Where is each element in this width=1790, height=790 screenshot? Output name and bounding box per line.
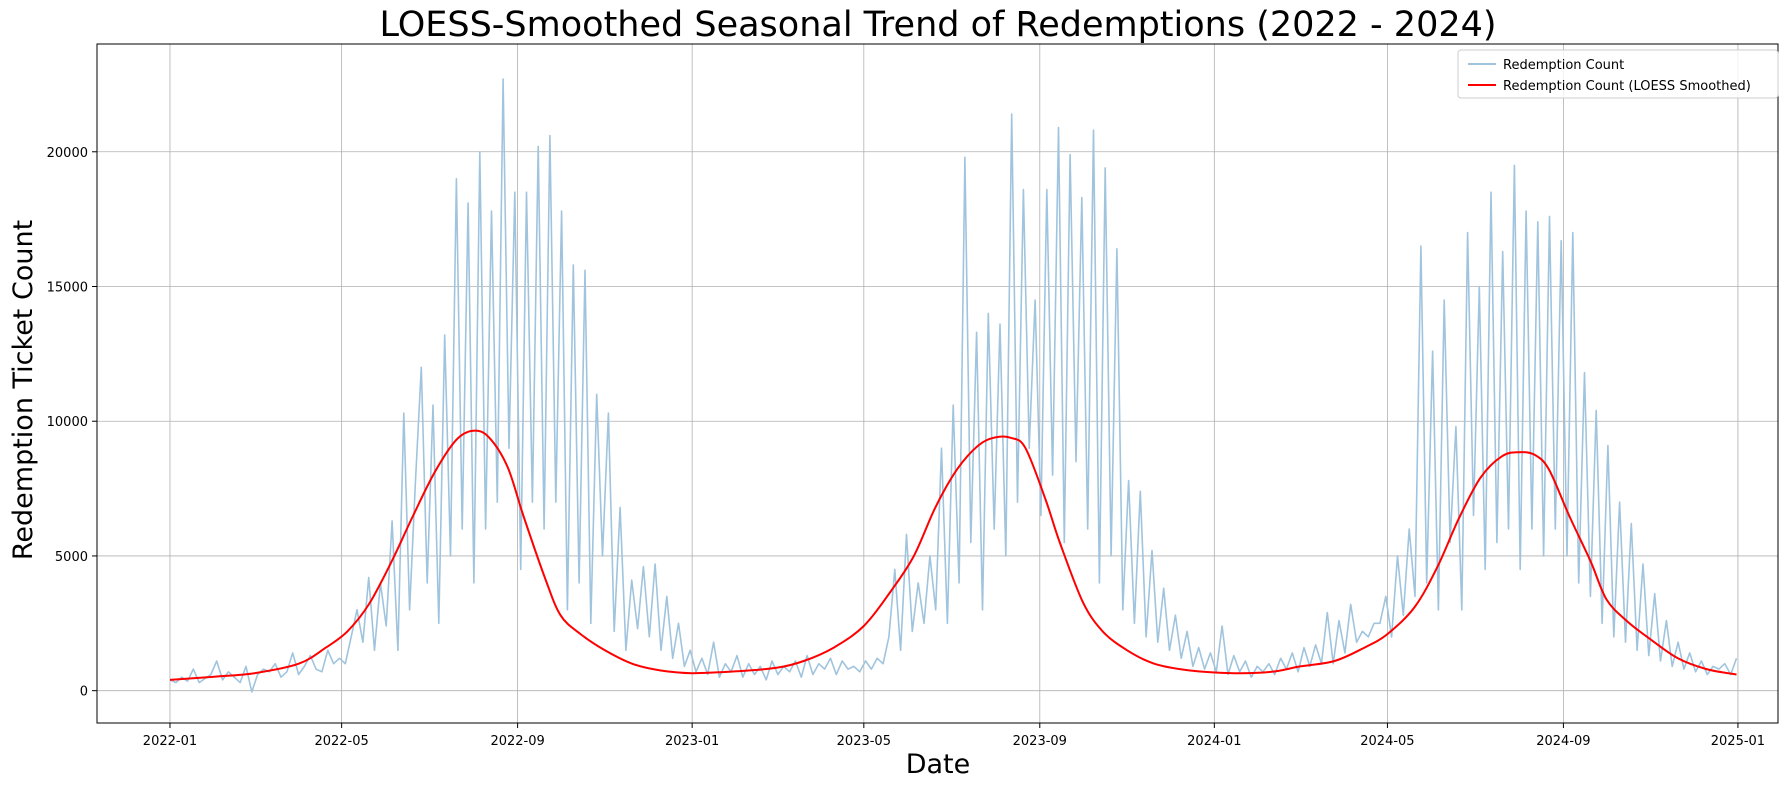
legend-box — [1457, 49, 1779, 99]
smooth-series — [169, 429, 1737, 681]
x-tick-label: 2023-05 — [837, 734, 891, 749]
legend-label-smooth: Redemption Count (LOESS Smoothed) — [1503, 79, 1751, 94]
y-tick-label: 10000 — [47, 415, 88, 430]
plot-frame — [96, 43, 1779, 724]
x-tick-label: 2022-05 — [314, 734, 368, 749]
x-tick-label: 2022-09 — [490, 734, 544, 749]
x-tick-label: 2022-01 — [143, 734, 197, 749]
chart-title: LOESS-Smoothed Seasonal Trend of Redempt… — [379, 5, 1496, 45]
x-tick-label: 2023-09 — [1013, 734, 1067, 749]
axes — [96, 43, 1779, 724]
x-tick-label: 2024-09 — [1536, 734, 1590, 749]
x-tick-label: 2024-01 — [1187, 734, 1241, 749]
y-tick-label: 15000 — [47, 281, 88, 296]
x-tick-label: 2025-01 — [1711, 734, 1765, 749]
y-axis-ticks: 0 5000 10000 15000 20000 — [47, 146, 97, 700]
y-tick-label: 0 — [80, 685, 88, 700]
x-axis-ticks: 2022-01 2022-05 2022-09 2023-01 2023-05 2023-… — [143, 723, 1765, 749]
y-tick-label: 20000 — [47, 146, 88, 161]
x-tick-label: 2023-01 — [665, 734, 719, 749]
smooth-series-line — [169, 429, 1737, 681]
legend: Redemption Count Redemption Count (LOESS… — [1457, 49, 1779, 99]
raw-series — [169, 78, 1738, 693]
grid — [97, 44, 1778, 723]
x-axis-label: Date — [906, 749, 971, 780]
raw-series-line — [169, 78, 1738, 693]
x-tick-label: 2024-05 — [1360, 734, 1414, 749]
legend-label-raw: Redemption Count — [1503, 58, 1624, 73]
y-axis-label: Redemption Ticket Count — [8, 220, 39, 560]
y-tick-label: 5000 — [55, 550, 88, 565]
